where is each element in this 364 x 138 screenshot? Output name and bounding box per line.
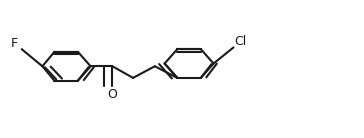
Text: F: F bbox=[11, 37, 18, 50]
Text: Cl: Cl bbox=[234, 35, 246, 48]
Text: O: O bbox=[107, 88, 117, 101]
